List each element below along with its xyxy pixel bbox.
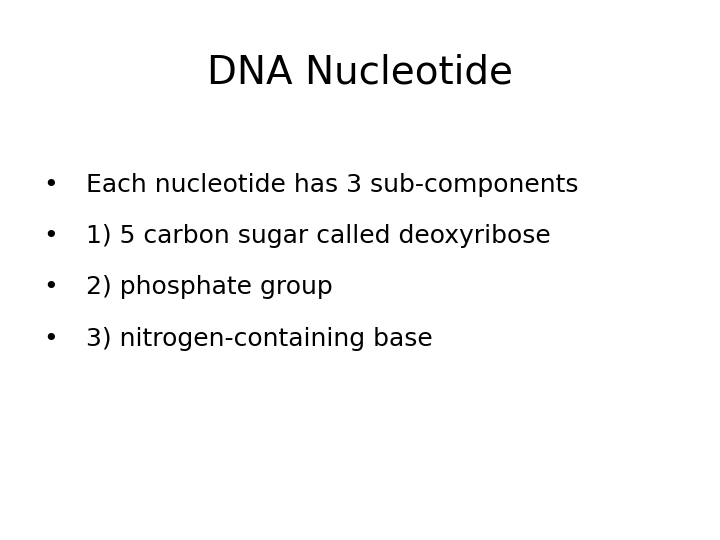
Text: 2) phosphate group: 2) phosphate group [86,275,333,299]
Text: 3) nitrogen-containing base: 3) nitrogen-containing base [86,327,433,350]
Text: •: • [43,327,58,350]
Text: 1) 5 carbon sugar called deoxyribose: 1) 5 carbon sugar called deoxyribose [86,224,551,248]
Text: •: • [43,224,58,248]
Text: •: • [43,275,58,299]
Text: •: • [43,173,58,197]
Text: Each nucleotide has 3 sub-components: Each nucleotide has 3 sub-components [86,173,579,197]
Text: DNA Nucleotide: DNA Nucleotide [207,54,513,92]
